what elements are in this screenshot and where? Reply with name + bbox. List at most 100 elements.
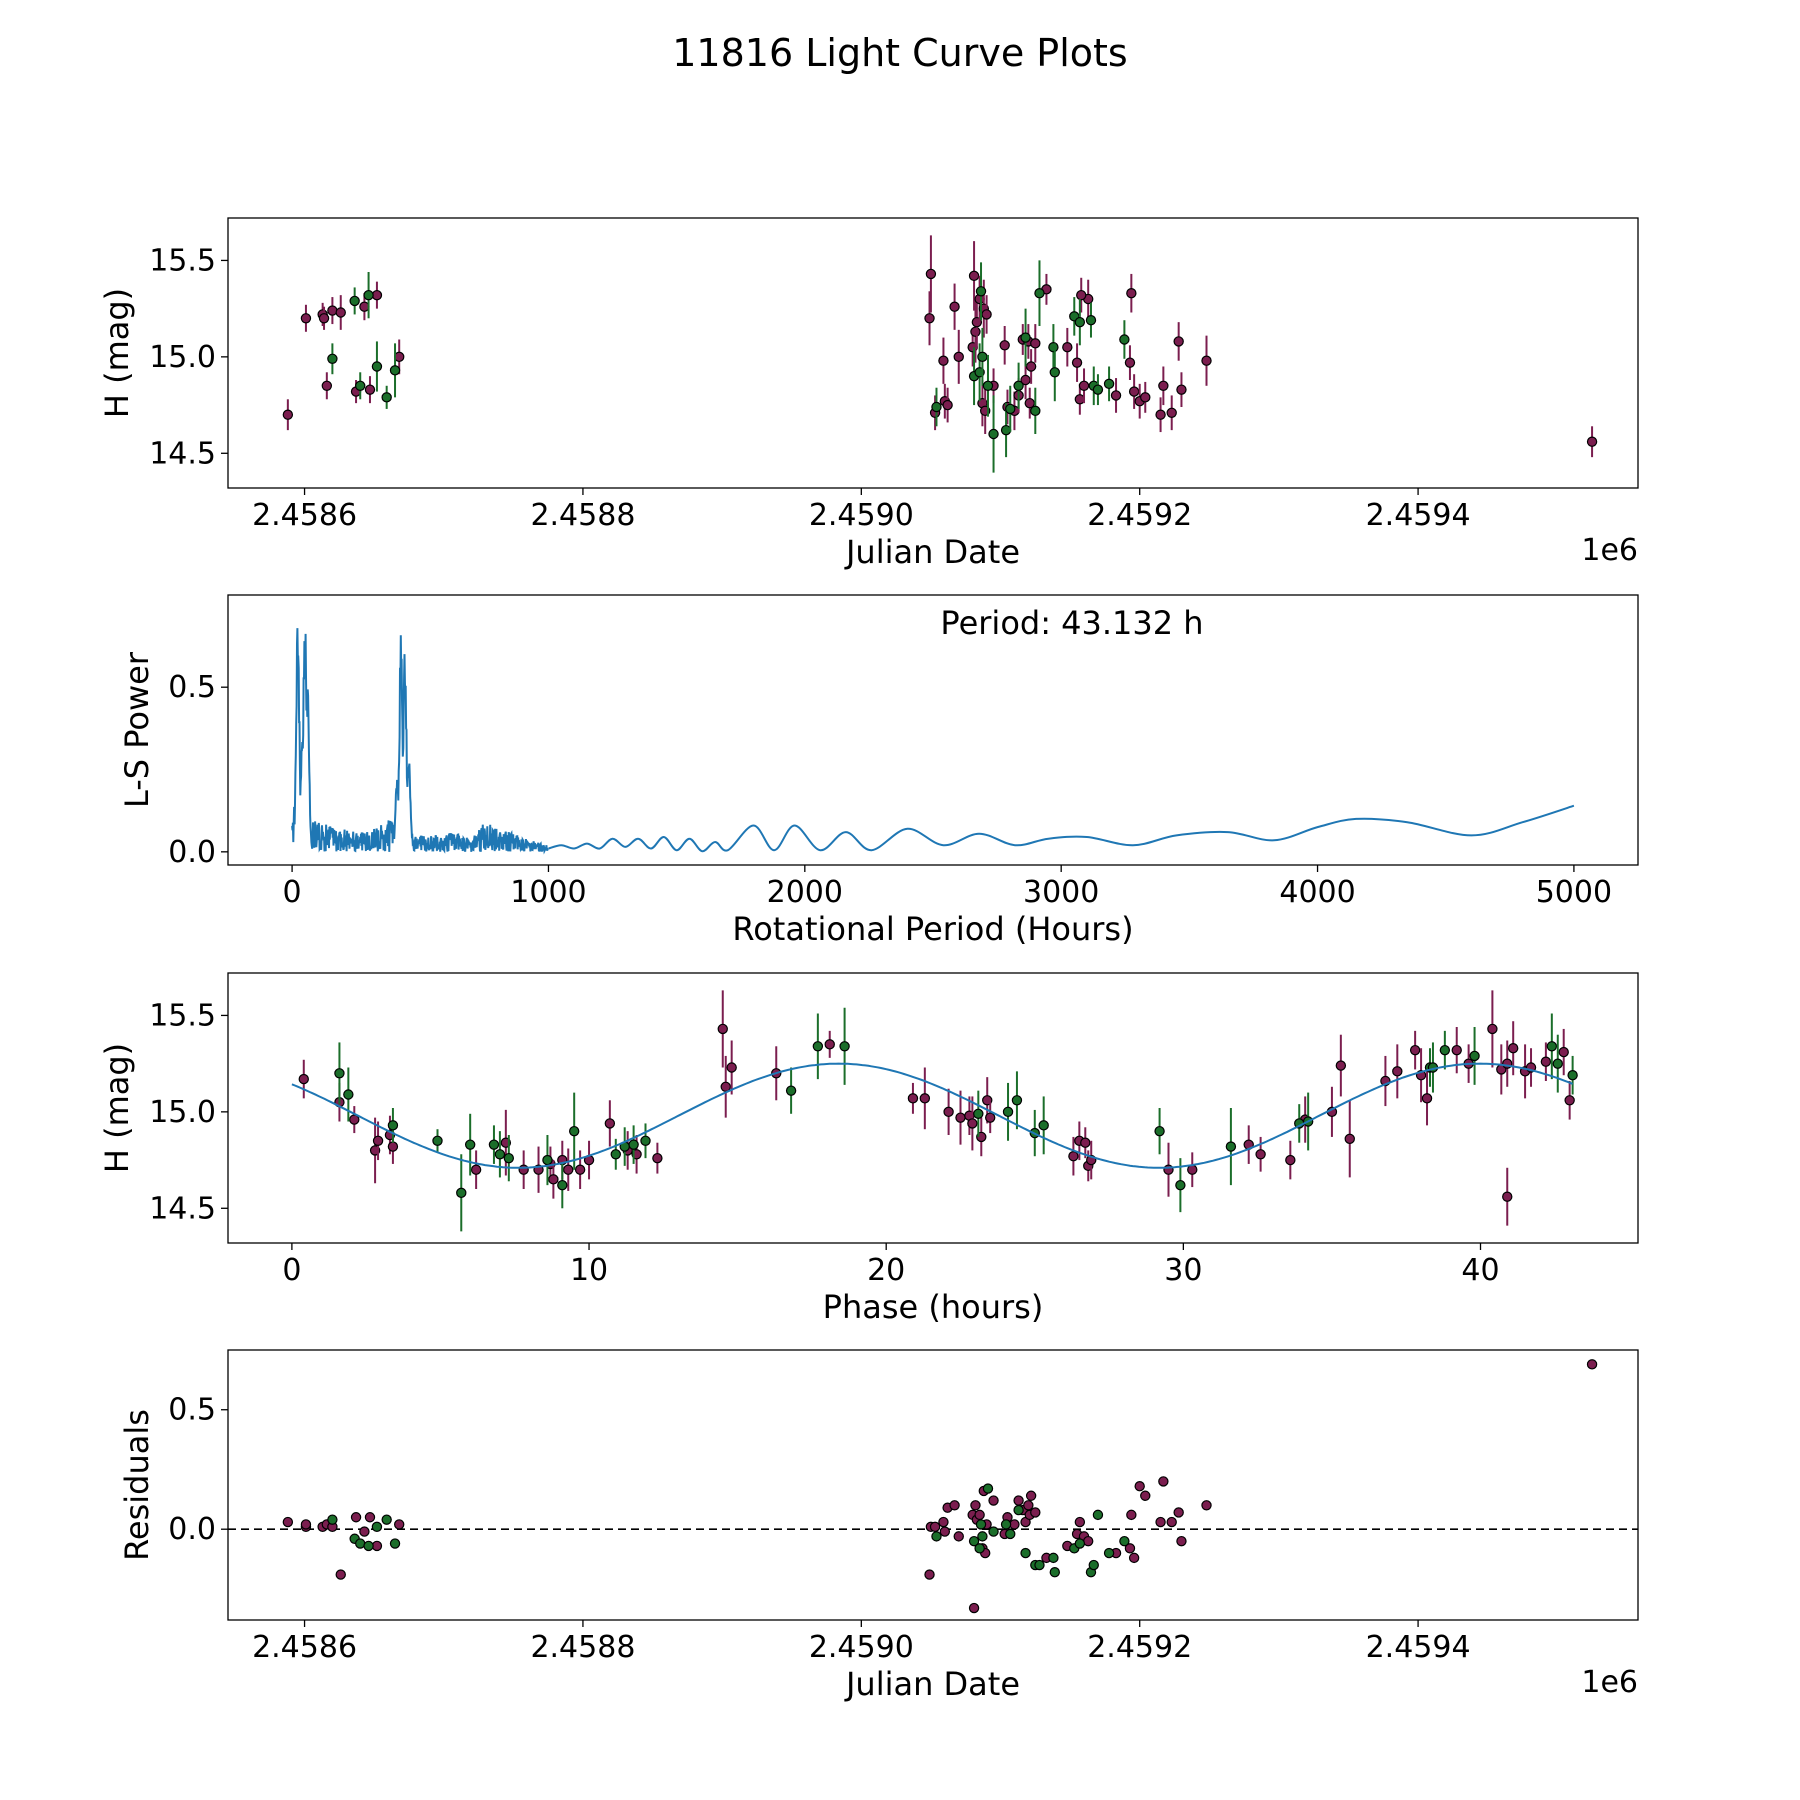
point-marker xyxy=(1002,1106,1014,1118)
data-point xyxy=(381,385,392,409)
point-marker xyxy=(1155,1516,1166,1528)
data-point xyxy=(1124,345,1136,380)
point-marker xyxy=(1567,1070,1578,1081)
point-marker xyxy=(334,1068,345,1079)
data-point xyxy=(1285,1140,1296,1180)
point-marker xyxy=(1173,336,1184,347)
data-point xyxy=(1071,343,1083,382)
point-marker xyxy=(282,1516,294,1528)
point-marker xyxy=(977,351,988,363)
point-marker xyxy=(955,1112,966,1123)
phased-marks xyxy=(291,990,1578,1232)
point-marker xyxy=(949,1500,960,1511)
point-marker xyxy=(1558,1046,1569,1058)
data-point xyxy=(394,1519,405,1530)
point-marker xyxy=(1062,342,1073,353)
point-marker xyxy=(974,1543,985,1554)
point-marker xyxy=(974,1509,985,1521)
point-marker xyxy=(1000,1519,1012,1530)
periodogram-ylabel: L-S Power xyxy=(118,651,156,808)
x-tick-label: 5000 xyxy=(1536,875,1612,910)
y-tick-label: 0.5 xyxy=(168,670,216,705)
point-marker xyxy=(1038,1120,1049,1131)
data-point xyxy=(973,1090,984,1137)
periodogram-xlabel: Rotational Period (Hours) xyxy=(732,910,1133,948)
point-marker xyxy=(343,1089,354,1100)
point-marker xyxy=(985,1112,996,1123)
data-point xyxy=(1074,383,1086,415)
point-marker xyxy=(1025,361,1037,372)
data-point xyxy=(924,1569,935,1580)
data-point xyxy=(432,1129,443,1153)
phased-ylabel: H (mag) xyxy=(98,1043,136,1173)
point-marker xyxy=(973,1108,984,1119)
point-marker xyxy=(1128,386,1140,397)
data-point xyxy=(1502,1167,1513,1226)
data-point xyxy=(1023,1500,1034,1511)
y-tick-label: 15.0 xyxy=(149,340,216,375)
point-marker xyxy=(924,1569,935,1580)
point-marker xyxy=(349,1114,360,1125)
data-point xyxy=(1201,1500,1212,1511)
data-point xyxy=(1166,1516,1177,1528)
data-point xyxy=(1128,1552,1140,1564)
point-marker xyxy=(1546,1041,1558,1052)
data-point xyxy=(988,395,999,473)
point-marker xyxy=(1344,1133,1355,1145)
point-marker xyxy=(574,1164,586,1175)
y-tick-label: 15.5 xyxy=(149,243,216,278)
point-marker xyxy=(975,1519,987,1530)
point-marker xyxy=(943,1106,954,1118)
point-marker xyxy=(1439,1044,1451,1056)
data-point xyxy=(1344,1100,1355,1178)
point-marker xyxy=(394,1519,405,1530)
data-point xyxy=(1074,1516,1086,1528)
data-point xyxy=(1074,1538,1086,1549)
point-marker xyxy=(335,307,346,318)
data-point xyxy=(557,1162,568,1209)
point-marker xyxy=(1225,1141,1237,1152)
data-point xyxy=(282,1516,294,1528)
data-point xyxy=(318,306,330,330)
data-point xyxy=(1013,1504,1024,1516)
point-marker xyxy=(1103,1547,1115,1559)
point-marker xyxy=(387,1141,399,1152)
point-marker xyxy=(456,1187,467,1199)
data-point xyxy=(953,329,964,384)
data-point xyxy=(282,399,294,431)
data-point xyxy=(1558,1028,1569,1076)
x-tick-label: 2.4592 xyxy=(1087,498,1192,533)
point-marker xyxy=(363,289,374,301)
point-marker xyxy=(563,1164,574,1175)
point-marker xyxy=(1071,357,1083,368)
point-marker xyxy=(968,1535,980,1547)
point-marker xyxy=(925,268,937,280)
data-point xyxy=(298,1059,309,1099)
point-marker xyxy=(999,340,1010,351)
phased-panel: 0 10 20 30 40 14.5 15.0 15.5 Phase (hours) H (m… xyxy=(98,972,1639,1326)
data-point xyxy=(975,1519,987,1530)
lightcurve-marks xyxy=(282,235,1598,473)
point-marker xyxy=(1502,1191,1513,1202)
data-point xyxy=(1552,1034,1563,1093)
data-point xyxy=(349,1106,360,1134)
point-marker xyxy=(557,1179,568,1191)
point-marker xyxy=(1421,1093,1433,1104)
point-marker xyxy=(924,313,935,324)
data-point xyxy=(1005,385,1016,433)
periodogram-frame xyxy=(227,594,1639,866)
point-marker xyxy=(1074,1516,1086,1528)
phased-ticks: 0 10 20 30 40 14.5 15.0 15.5 xyxy=(149,998,1499,1288)
data-point xyxy=(1025,349,1037,384)
point-marker xyxy=(1158,380,1169,391)
point-marker xyxy=(355,380,366,391)
data-point xyxy=(977,1531,988,1542)
x-tick-label: 4000 xyxy=(1279,875,1355,910)
point-marker xyxy=(953,1531,964,1542)
data-point xyxy=(359,1526,370,1537)
point-marker xyxy=(1126,1509,1137,1521)
point-marker xyxy=(568,1125,580,1137)
point-marker xyxy=(359,1526,370,1537)
data-point xyxy=(943,1088,954,1135)
